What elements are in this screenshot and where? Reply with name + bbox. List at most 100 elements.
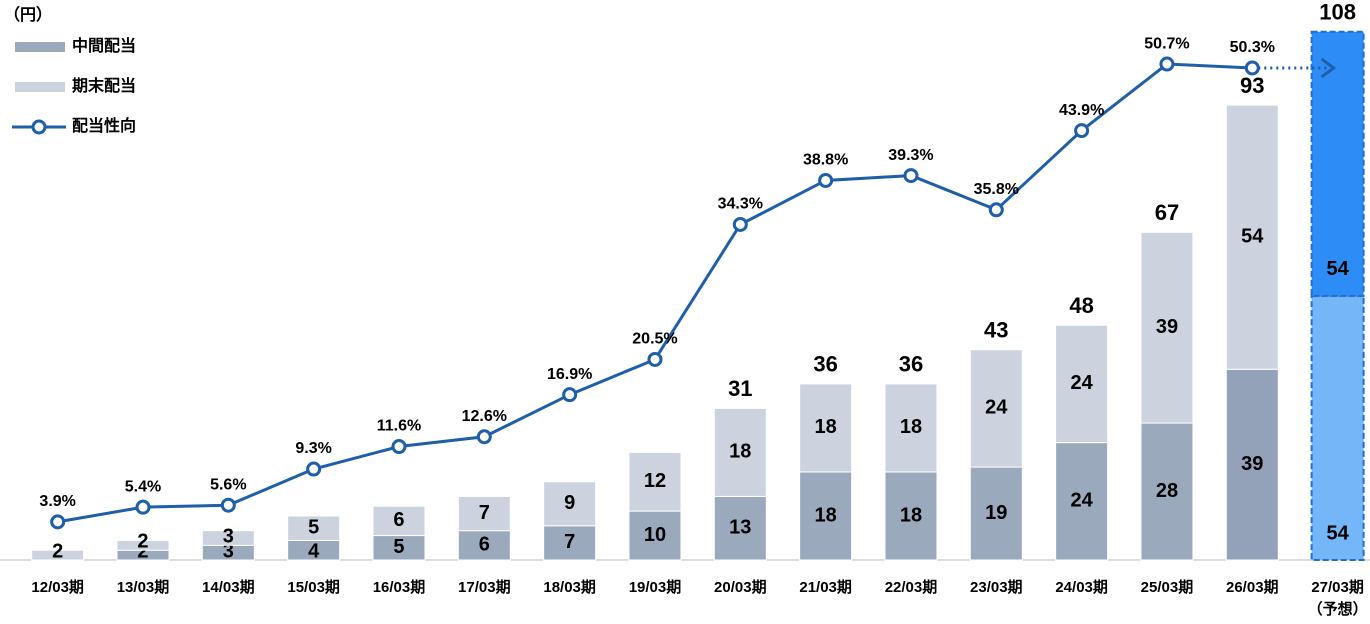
segment-label: 24	[1071, 372, 1094, 394]
x-tick-label: 21/03期	[799, 578, 852, 596]
total-label: 108	[1319, 0, 1356, 25]
segment-label: 7	[564, 531, 575, 553]
segment-label: 7	[479, 502, 490, 524]
bar-segment	[116, 539, 170, 551]
x-tick-label: 16/03期	[373, 578, 426, 596]
x-tick-label: 23/03期	[970, 578, 1023, 596]
ratio-point	[1244, 60, 1260, 76]
ratio-point	[220, 497, 236, 513]
segment-label: 18	[815, 504, 837, 526]
legend-swatch	[15, 42, 65, 52]
ratio-label: 16.9%	[547, 366, 592, 383]
total-label: 48	[1069, 293, 1093, 318]
segment-label: 54	[1241, 225, 1264, 247]
segment-label: 19	[985, 502, 1007, 524]
ratio-point	[732, 216, 748, 232]
bar-segment	[1055, 442, 1109, 561]
ratio-point	[476, 429, 492, 445]
ratio-label: 12.6%	[462, 408, 507, 425]
x-tick-label: 14/03期	[202, 578, 255, 596]
bar-segment	[287, 515, 341, 541]
bar-segment	[1055, 324, 1109, 444]
ratio-label: 35.8%	[974, 181, 1019, 198]
unit-label: （円）	[4, 6, 52, 24]
segment-label: 5	[393, 536, 404, 558]
ratio-point	[50, 514, 66, 530]
segment-label: 6	[479, 534, 490, 556]
bar-segment	[1225, 368, 1279, 561]
ratio-point	[306, 461, 322, 477]
ratio-label: 3.9%	[39, 493, 75, 510]
x-tick-label: 19/03期	[629, 578, 682, 596]
segment-label: 2	[137, 540, 148, 562]
bar-segment	[884, 383, 938, 473]
segment-label: 4	[308, 540, 320, 562]
bar-segment	[31, 549, 85, 561]
x-tick-label: 18/03期	[543, 578, 596, 596]
segment-label: 12	[644, 470, 666, 492]
ratio-point	[988, 202, 1004, 218]
segment-label: 18	[900, 416, 922, 438]
bar-segment	[969, 466, 1023, 561]
segment-label: 3	[223, 526, 234, 548]
total-label: 31	[728, 376, 752, 401]
ratio-point	[903, 168, 919, 184]
segment-label: 28	[1156, 480, 1178, 502]
x-tick-label: 13/03期	[117, 578, 170, 596]
total-label: 43	[984, 318, 1008, 343]
ratio-label: 20.5%	[632, 331, 677, 348]
segment-label: 24	[1071, 490, 1094, 512]
segment-label: 18	[900, 504, 922, 526]
bar-segment	[799, 383, 853, 473]
bar-segment	[628, 510, 682, 561]
ratio-point	[135, 499, 151, 515]
ratio-point	[1074, 123, 1090, 139]
ratio-point	[391, 439, 407, 455]
ratio-point	[647, 351, 663, 367]
ratio-label: 11.6%	[377, 418, 421, 435]
segment-label: 2	[52, 540, 63, 562]
bar-segment	[543, 481, 597, 527]
bar-segment	[628, 451, 682, 512]
segment-label: 10	[644, 524, 666, 546]
segment-label: 6	[393, 509, 404, 531]
bar-segment	[1140, 231, 1194, 424]
x-tick-label: 20/03期	[714, 578, 767, 596]
bar-segment	[1140, 422, 1194, 561]
x-tick-label: 26/03期	[1226, 578, 1279, 596]
total-label: 93	[1240, 73, 1264, 98]
segment-label: 13	[729, 516, 751, 538]
bar-segment	[969, 349, 1023, 468]
bar-segment	[713, 495, 767, 561]
bar-segment	[1225, 104, 1279, 370]
legend-swatch	[15, 82, 65, 92]
segment-label: 5	[308, 516, 319, 538]
ratio-label: 50.7%	[1144, 35, 1189, 52]
total-label: 67	[1155, 200, 1179, 225]
x-tick-label: 15/03期	[287, 578, 340, 596]
x-tick-label: 24/03期	[1055, 578, 1108, 596]
bar-segment	[713, 407, 767, 497]
legend-label: 中間配当	[72, 36, 136, 55]
bar-segment	[372, 505, 426, 537]
segment-label: 54	[1326, 522, 1349, 544]
ratio-point	[1159, 56, 1175, 72]
legend-label: 配当性向	[72, 116, 136, 135]
ratio-label: 50.3%	[1230, 39, 1275, 56]
forecast-note: （予想）	[1308, 600, 1368, 618]
segment-label: 18	[815, 416, 837, 438]
x-tick-label: 25/03期	[1141, 578, 1194, 596]
ratio-label: 39.3%	[888, 147, 933, 164]
segment-label: 39	[1241, 453, 1263, 475]
segment-label: 9	[564, 492, 575, 514]
segment-label: 18	[729, 441, 751, 463]
forecast-arrow-head	[1320, 57, 1337, 79]
x-tick-label: 27/03期	[1311, 578, 1364, 596]
ratio-label: 9.3%	[295, 440, 331, 457]
segment-label: 54	[1326, 258, 1349, 280]
ratio-label: 38.8%	[803, 152, 848, 169]
ratio-point	[562, 387, 578, 403]
ratio-label: 5.4%	[125, 478, 161, 495]
ratio-label: 43.9%	[1059, 102, 1104, 119]
